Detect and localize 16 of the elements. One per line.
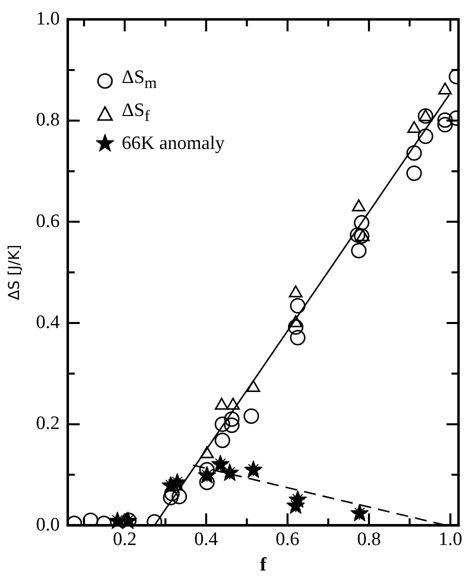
x-axis-title: f [260,554,267,576]
legend-label: ΔS$_{f}$ [122,99,150,127]
x-tick-label: 0.6 [276,528,300,550]
y-tick-label: 0.6 [36,210,60,232]
y-tick-label: 1.0 [36,8,60,30]
y-tick-label: 0.0 [36,514,60,536]
y-tick-label: 0.8 [36,110,60,131]
y-tick-label: 0.4 [36,312,60,333]
legend-label: ΔS$_{m}$ [122,66,157,94]
x-tick-label: 0.4 [194,528,219,550]
y-tick-label: 0.2 [36,413,60,434]
x-tick-label: 0.2 [112,528,137,550]
legend-label: 66K anomaly [122,132,225,156]
x-tick-label: 1.0 [438,528,462,550]
y-axis-title: ΔS [J/K] [4,244,23,300]
x-tick-label: 0.8 [357,528,381,550]
